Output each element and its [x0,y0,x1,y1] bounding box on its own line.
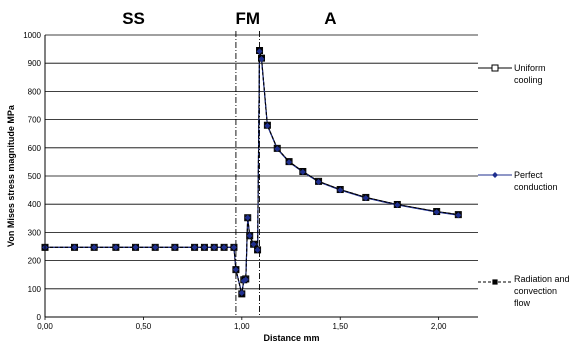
y-tick-label: 100 [28,285,42,294]
legend-entry-text: convection [514,286,557,296]
data-point-series-1 [246,232,253,239]
data-point-series-1 [455,212,462,219]
x-tick-label: 2,00 [431,322,447,331]
x-tick-label: 1,00 [234,322,250,331]
data-point-series-1 [286,159,293,166]
grid-lines [45,34,478,290]
zone-label: SS [122,9,145,28]
data-point-series-1 [258,55,265,62]
legend: Uniform cooling Perfect conduction Radiation… [478,63,570,308]
data-point-series-1 [250,241,257,248]
y-tick-label: 600 [28,144,42,153]
data-markers [41,47,462,298]
data-point-series-1 [299,169,306,176]
zone-boundaries [235,31,260,317]
data-point-series-1 [242,276,249,283]
y-tick-label: 1000 [23,31,41,40]
data-point-series-1 [238,290,245,297]
legend-marker-2 [492,279,498,285]
data-point-series-1 [433,209,440,216]
x-tick-label: 0,00 [37,322,53,331]
zone-label: FM [235,9,260,28]
legend-entry-text: cooling [514,75,543,85]
data-point-series-1 [152,244,159,251]
data-point-series-1 [201,244,208,251]
legend-marker-1 [492,172,498,178]
zone-label: A [324,9,336,28]
x-tick-label: 0,50 [136,322,152,331]
data-point-series-1 [244,214,251,221]
data-point-series-1 [232,266,239,273]
legend-entry-text: Perfect [514,170,543,180]
legend-entry-text: conduction [514,182,558,192]
x-tick-label: 1,50 [332,322,348,331]
y-axis-label: Von Mises stress magnitude MPa [6,104,16,247]
data-point-series-1 [256,48,263,55]
y-tick-label: 500 [28,172,42,181]
data-point-series-1 [132,244,139,251]
data-point-series-1 [362,194,369,201]
data-point-series-1 [230,244,237,251]
data-point-series-1 [91,244,98,251]
data-point-series-1 [254,246,261,253]
y-tick-label: 400 [28,200,42,209]
y-tick-label: 800 [28,87,42,96]
y-tick-label: 900 [28,59,42,68]
data-point-series-1 [191,244,198,251]
data-point-series-1 [264,122,271,129]
y-tick-label: 700 [28,116,42,125]
legend-entry-text: Radiation and [514,274,570,284]
data-point-series-1 [315,178,322,185]
y-tick-label: 200 [28,257,42,266]
y-tick-label: 0 [37,313,42,322]
legend-entry-text: flow [514,298,531,308]
x-tick-labels: 0,00 0,50 1,00 1,50 2,00 [37,322,447,331]
data-point-series-1 [394,202,401,209]
series-line-0 [45,50,459,295]
data-point-series-1 [337,187,344,194]
data-point-series-1 [221,244,228,251]
data-point-series-1 [112,244,119,251]
axes [44,35,478,320]
y-tick-label: 300 [28,228,42,237]
series-lines [45,50,459,295]
zone-labels: SS FM A [122,9,336,28]
y-tick-labels: 0 100 200 300 400 500 600 700 800 900 1000 [23,31,41,322]
data-point-series-1 [211,244,218,251]
legend-entry-text: Uniform [514,63,546,73]
data-point-series-1 [274,145,281,152]
legend-marker-0 [491,64,499,72]
data-point-series-1 [71,244,78,251]
x-axis-label: Distance mm [263,333,319,343]
series-line-2 [45,50,459,295]
series-line-1 [45,51,459,294]
data-point-series-1 [171,244,178,251]
